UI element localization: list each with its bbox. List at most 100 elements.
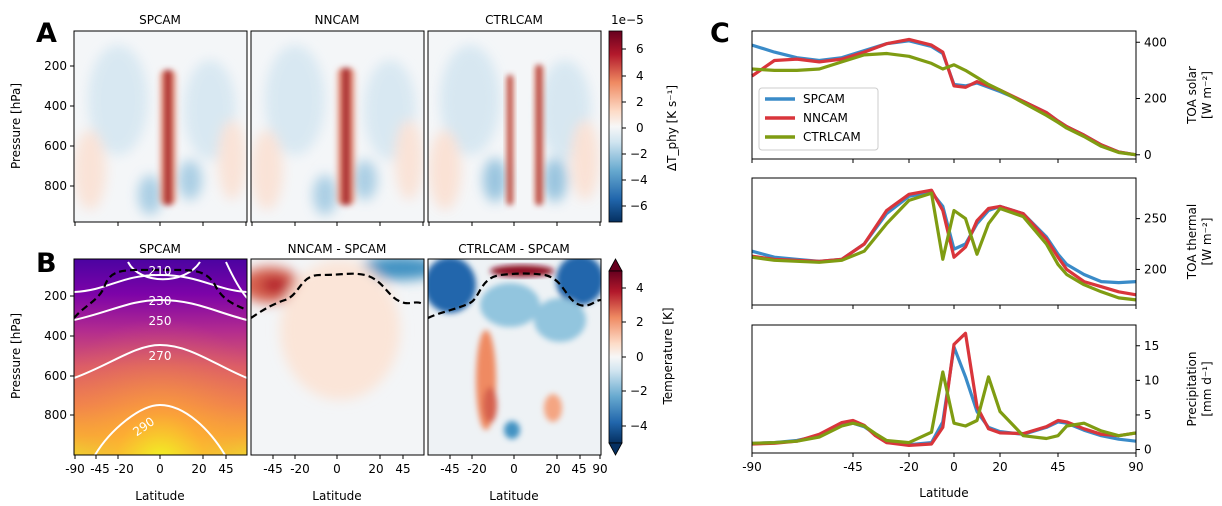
legend-frame: [758, 87, 879, 151]
panel-b-xtick: 0: [333, 462, 341, 476]
panel-a-cbar-tick: 4: [636, 69, 644, 83]
ytick-label: 10: [1144, 373, 1159, 387]
panel-a-cbar-tick: −2: [630, 147, 648, 161]
xlabel: Latitude: [919, 486, 968, 500]
xtick-label: -90: [742, 460, 762, 474]
heatmap-a-spcam: [74, 31, 247, 222]
panel-b-xtick: -45: [90, 462, 110, 476]
panel-b-ytick: 800: [44, 408, 67, 422]
panel-b-ytick: 600: [44, 369, 67, 383]
panel-b-ylabel: Pressure [hPa]: [9, 313, 23, 399]
panel-a-colorbar: [608, 30, 623, 223]
panel-a-colorbar-label: ΔT_phy [K s⁻¹]: [665, 85, 679, 171]
panel-a-title-nncam: NNCAM: [315, 13, 360, 27]
panel-b-xtick: 20: [368, 462, 383, 476]
ytick-label: 0: [1144, 443, 1152, 457]
panel-b-xtick: -45: [263, 462, 283, 476]
panel-b-xtick: -20: [290, 462, 310, 476]
panel-b-colorbar-extend-top: [608, 258, 623, 272]
ytick-label: 15: [1144, 339, 1159, 353]
plot-frame: [751, 177, 1137, 306]
xtick-label: -20: [899, 460, 919, 474]
panel-b-colorbar-ticks: 4 2 0 −2 −4: [622, 281, 648, 433]
panel-letter-c: C: [710, 18, 730, 49]
plot-area: [751, 177, 1137, 306]
legend-label-spcam: SPCAM: [803, 92, 845, 106]
panel-a-yticks: 200 400 600 800: [44, 59, 74, 193]
series-line-ctrlcam: [751, 370, 1137, 445]
ytick-label: 250: [1144, 212, 1167, 226]
panel-a-ytick: 600: [44, 139, 67, 153]
ylabel: Precipitation[mm d⁻¹]: [1185, 351, 1214, 426]
panel-b-xlabel: Latitude: [312, 489, 361, 503]
panel-a-ytick: 200: [44, 59, 67, 73]
panel-a-ytick: 400: [44, 99, 67, 113]
panel-a-cbar-tick: 6: [636, 42, 644, 56]
panel-b-cbar-tick: 2: [636, 315, 644, 329]
panel-b-xtick: 45: [218, 462, 233, 476]
series-line-nncam: [751, 331, 1137, 447]
panel-a-cbar-tick: −6: [630, 199, 648, 213]
xtick-label: 20: [992, 460, 1007, 474]
legend-label-nncam: NNCAM: [803, 111, 848, 125]
series-line-ctrlcam: [751, 191, 1137, 302]
panel-a: SPCAM NNCAM CTRLCAM: [9, 13, 679, 226]
plot-frame: [751, 324, 1137, 454]
panel-b-xlabel: Latitude: [489, 489, 538, 503]
panel-letter-a: A: [36, 18, 57, 49]
panel-b-colorbar: [608, 270, 623, 444]
ylabel: TOA solar[W m⁻²]: [1185, 66, 1214, 125]
contour-label: 270: [149, 349, 172, 363]
panel-b-cbar-tick: 4: [636, 281, 644, 295]
series-line-ctrlcam: [751, 51, 1137, 157]
panel-a-xticks: [74, 222, 601, 226]
panel-b-xtick: 45: [395, 462, 410, 476]
panel-b-xtick: -20: [114, 462, 134, 476]
panel-a-title-ctrlcam: CTRLCAM: [485, 13, 543, 27]
panel-b-xtick: 20: [545, 462, 560, 476]
panel-b-title-spcam: SPCAM: [139, 242, 181, 256]
panel-b-colorbar-label: Temperature [K]: [661, 307, 675, 405]
line-chart-3: 15 10 5 0 -90 -45 -20 0 20 45 90 Precipitation[mm d…: [742, 324, 1214, 500]
ytick-label: 0: [1144, 148, 1152, 162]
heatmap-b-nncam-diff: [251, 259, 424, 455]
panel-letter-b: B: [36, 248, 57, 279]
ylabel: TOA thermal[W m⁻²]: [1185, 204, 1214, 280]
panel-a-title-spcam: SPCAM: [139, 13, 181, 27]
heatmap-a-nncam: [251, 31, 424, 222]
panel-b-xlabel: Latitude: [135, 489, 184, 503]
panel-a-ytick: 800: [44, 179, 67, 193]
temperature-contours: [74, 261, 247, 455]
panel-b: SPCAM NNCAM - SPCAM CTRLCAM - SPCAM 210 …: [9, 242, 675, 503]
ytick-label: 200: [1144, 92, 1167, 106]
ytick-label: 200: [1144, 262, 1167, 276]
panel-b-xticks: -90 -45 -20 0 20 45 -45 -20 0 20 45 -45 …: [65, 455, 608, 476]
contour-label: 210: [149, 264, 172, 278]
panel-b-colorbar-extend-bottom: [608, 442, 623, 456]
panel-b-xtick: 0: [156, 462, 164, 476]
panel-a-cbar-tick: −4: [630, 173, 648, 187]
panel-a-colorbar-ticks: 6 4 2 0 −2 −4 −6: [622, 42, 648, 213]
line-chart-1: 400 200 0 TOA solar[W m⁻²] SPCAM NNCAM CTRLCAM: [751, 30, 1214, 163]
plot-area: [751, 324, 1137, 454]
panel-b-xtick: -90: [65, 462, 85, 476]
xtick-label: 90: [1128, 460, 1143, 474]
panel-a-ylabel: Pressure [hPa]: [9, 83, 23, 169]
ytick-label: 5: [1144, 408, 1152, 422]
panel-b-xtick: -20: [467, 462, 487, 476]
panel-b-xtick: 90: [592, 462, 607, 476]
panel-b-ytick: 400: [44, 329, 67, 343]
panel-a-cbar-tick: 0: [636, 121, 644, 135]
panel-b-cbar-tick: −2: [630, 384, 648, 398]
panel-b-yticks: 200 400 600 800: [44, 289, 74, 422]
heatmap-b-ctrlcam-diff: [428, 259, 601, 455]
panel-b-title-nncam-spcam: NNCAM - SPCAM: [288, 242, 387, 256]
xtick-label: 45: [1050, 460, 1065, 474]
panel-b-title-ctrlcam-spcam: CTRLCAM - SPCAM: [458, 242, 569, 256]
legend: SPCAM NNCAM CTRLCAM: [758, 87, 879, 151]
ytick-label: 400: [1144, 35, 1167, 49]
xtick-label: 0: [950, 460, 958, 474]
panel-b-xtick: 0: [510, 462, 518, 476]
